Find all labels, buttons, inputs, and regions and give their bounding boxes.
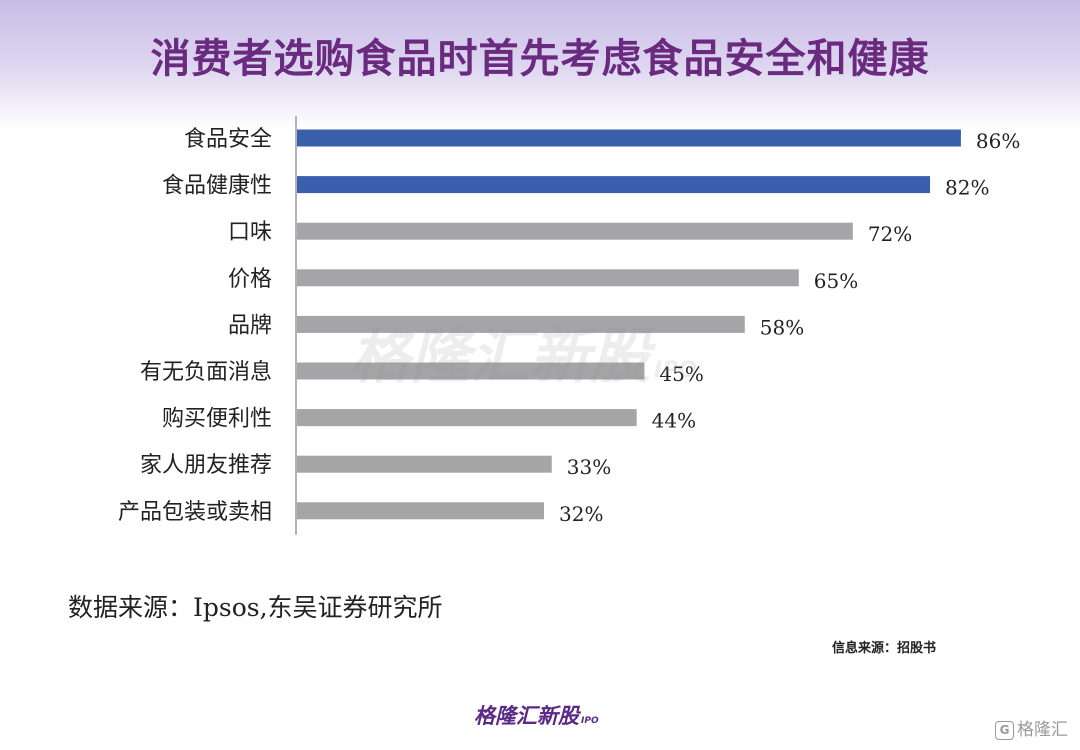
corner-logo-text: 格隆汇 xyxy=(1017,720,1068,740)
value-label: 65% xyxy=(814,269,858,293)
category-label: 有无负面消息 xyxy=(140,360,272,385)
category-label: 口味 xyxy=(228,220,272,245)
header-background xyxy=(0,0,1080,130)
category-label: 产品包装或卖相 xyxy=(118,500,272,525)
category-label: 购买便利性 xyxy=(162,407,272,432)
bar xyxy=(297,362,645,380)
value-label: 86% xyxy=(976,129,1020,153)
info-source-note: 信息来源：招股书 xyxy=(832,641,937,656)
category-label: 食品健康性 xyxy=(162,174,272,199)
bar xyxy=(297,315,745,333)
value-label: 32% xyxy=(559,502,603,526)
category-label: 价格 xyxy=(228,267,272,292)
bar xyxy=(297,129,961,147)
bar xyxy=(297,222,853,240)
bar xyxy=(297,409,637,427)
value-label: 72% xyxy=(868,222,912,246)
category-label: 品牌 xyxy=(228,313,272,338)
brand-suffix: IPO xyxy=(581,716,599,726)
bar xyxy=(297,176,931,194)
category-label: 食品安全 xyxy=(184,127,272,152)
chart-title: 消费者选购食品时首先考虑食品安全和健康 xyxy=(150,36,930,82)
corner-logo: G 格隆汇 xyxy=(995,715,1068,740)
brand-logo: 格隆汇新股 IPO xyxy=(474,700,599,730)
brand-name: 格隆汇新股 xyxy=(474,704,579,728)
bar xyxy=(297,455,552,473)
data-source-note: 数据来源：Ipsos,东吴证券研究所 xyxy=(68,593,443,622)
value-label: 44% xyxy=(652,409,696,433)
value-label: 33% xyxy=(567,455,611,479)
bar xyxy=(297,502,545,520)
bar-chart: 食品安全 86% 食品健康性 82% 口味 72% 价格 65% 品牌 58% 有无负面消息 45% 购… xyxy=(118,116,1020,535)
value-label: 45% xyxy=(659,362,703,386)
corner-logo-icon: G xyxy=(995,721,1014,740)
value-label: 82% xyxy=(945,176,989,200)
category-label: 家人朋友推荐 xyxy=(140,453,272,478)
bar xyxy=(297,269,799,287)
value-label: 58% xyxy=(760,315,804,339)
